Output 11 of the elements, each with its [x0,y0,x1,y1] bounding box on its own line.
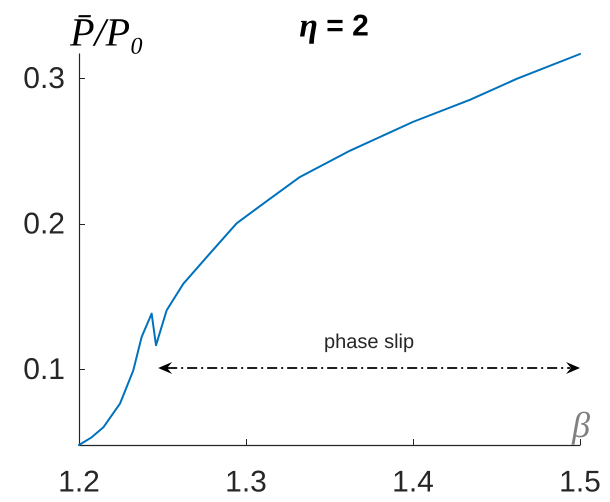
x-tick-label: 1.3 [225,466,267,498]
chart-title: η = 2 [299,8,369,44]
x-axis-title: β [571,405,590,445]
annotation: phase slip [324,330,414,353]
x-tick-label: 1.5 [559,466,601,498]
x-tick-label: 1.4 [392,466,434,498]
x-tick-label: 1.2 [58,466,100,498]
y-tick-label: 0.3 [23,62,65,96]
y-tick-label: 0.2 [23,208,65,241]
y-axis-title: P̄/P₀ [69,10,144,54]
y-tick-label: 0.1 [23,352,65,386]
